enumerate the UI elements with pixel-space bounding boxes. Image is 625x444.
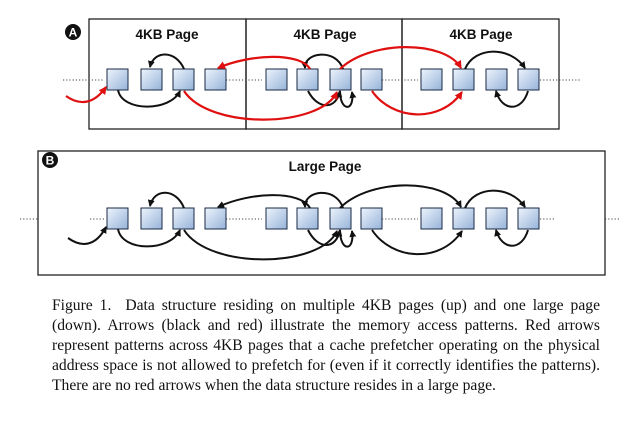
memory-cell (172, 68, 195, 91)
memory-cell (265, 207, 288, 230)
access-arrow-black (339, 90, 357, 108)
memory-cell (517, 207, 540, 230)
memory-cell (517, 68, 540, 91)
memory-cell (106, 68, 129, 91)
access-arrow-red (371, 90, 463, 116)
memory-cell (485, 68, 508, 91)
memory-cell (296, 68, 319, 91)
access-arrow-red (217, 55, 311, 70)
access-arrow-black (147, 191, 185, 209)
access-arrow-black (371, 229, 463, 256)
memory-cell (172, 207, 195, 230)
access-arrow-red (339, 46, 462, 70)
memory-cell (204, 207, 227, 230)
caption-label: Figure 1. (52, 297, 112, 314)
access-arrow-red (183, 90, 338, 121)
access-arrow-black (117, 228, 181, 248)
memory-cell (140, 68, 163, 91)
memory-cell (204, 68, 227, 91)
access-arrow-black (307, 229, 343, 246)
page-box-3 (401, 18, 560, 130)
large-page-title: Large Page (289, 159, 362, 174)
memory-cell (265, 68, 288, 91)
memory-cell (360, 68, 383, 91)
memory-cell (329, 207, 352, 230)
memory-cell (296, 207, 319, 230)
memory-cell (106, 207, 129, 230)
access-arrow-black (464, 189, 526, 209)
badge-b-label: B (46, 154, 55, 168)
memory-layout-diagram: 4KB Page 4KB Page 4KB Page A (20, 18, 620, 276)
memory-cell (452, 68, 475, 91)
badge-a (65, 24, 81, 40)
access-arrow-red (65, 86, 107, 104)
figure-caption: Figure 1. Data structure residing on mul… (52, 296, 600, 396)
large-page-box (37, 150, 606, 276)
page-title-2: 4KB Page (293, 27, 357, 42)
access-arrow-black (339, 184, 462, 209)
badge-a-label: A (69, 26, 78, 40)
memory-cell (420, 68, 443, 91)
panel-b: Large Page B (20, 150, 620, 276)
access-arrow-black (147, 53, 185, 70)
panel-a: 4KB Page 4KB Page 4KB Page A (63, 18, 580, 130)
access-arrow-black (339, 229, 357, 248)
page-title-3: 4KB Page (449, 27, 513, 42)
memory-cell (452, 207, 475, 230)
caption-text: Data structure residing on multiple 4KB … (52, 297, 600, 394)
access-arrow-black (301, 191, 344, 209)
access-arrow-black (301, 53, 344, 70)
access-arrow-black (464, 50, 526, 70)
access-arrow-black (217, 194, 311, 209)
memory-cell (420, 207, 443, 230)
access-arrow-black (183, 229, 338, 261)
access-arrow-black (494, 229, 529, 247)
page-title-1: 4KB Page (135, 27, 199, 42)
memory-cell (329, 68, 352, 91)
badge-b (42, 152, 58, 168)
access-arrow-black (117, 89, 181, 108)
memory-cell (485, 207, 508, 230)
access-arrow-black (494, 90, 529, 108)
memory-cell (140, 207, 163, 230)
access-arrow-black (67, 226, 107, 245)
memory-cell (360, 207, 383, 230)
